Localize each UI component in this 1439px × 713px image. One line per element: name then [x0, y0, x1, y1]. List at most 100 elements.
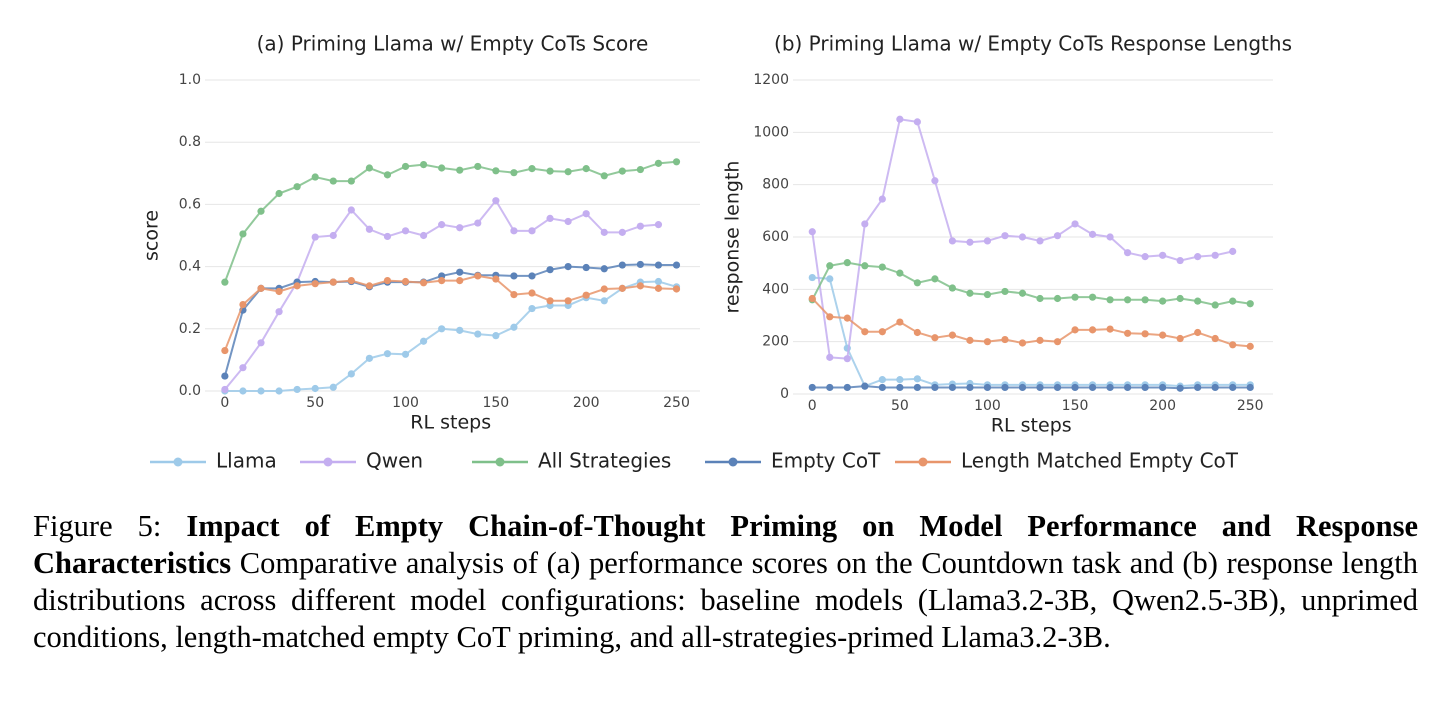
- data-point: [861, 328, 869, 336]
- data-point: [528, 289, 536, 297]
- data-point: [474, 162, 482, 171]
- x-tick-label: 250: [1237, 398, 1264, 414]
- legend-marker: [495, 457, 505, 467]
- data-point: [1229, 383, 1237, 392]
- data-point: [966, 336, 974, 344]
- data-point: [564, 168, 572, 176]
- legend-marker: [323, 457, 333, 467]
- data-point: [896, 318, 904, 326]
- y-tick-label: 0.0: [179, 383, 201, 399]
- data-point: [528, 165, 536, 173]
- data-point: [861, 382, 869, 390]
- data-point: [564, 297, 572, 305]
- data-point: [419, 231, 428, 240]
- data-point: [636, 282, 644, 290]
- data-point: [808, 228, 816, 236]
- data-point: [1088, 326, 1097, 334]
- data-point: [1176, 334, 1184, 343]
- y-tick-label: 1200: [753, 72, 789, 88]
- legend-label: All Strategies: [538, 449, 671, 473]
- legend-marker: [728, 457, 738, 467]
- data-point: [383, 276, 392, 285]
- legend-marker: [173, 457, 183, 467]
- data-point: [878, 376, 886, 384]
- data-point: [913, 118, 921, 126]
- data-point: [383, 171, 392, 179]
- data-point: [913, 375, 921, 383]
- data-point: [618, 167, 626, 175]
- y-axis-label: score: [141, 210, 163, 261]
- y-tick-label: 600: [762, 229, 789, 245]
- data-point: [948, 383, 957, 392]
- series-line: [223, 160, 677, 283]
- x-tick-label: 0: [220, 395, 229, 411]
- data-point: [474, 272, 482, 280]
- data-point: [636, 260, 644, 269]
- data-point: [826, 313, 834, 321]
- data-point: [913, 383, 921, 392]
- data-point: [1088, 293, 1097, 301]
- legend-label: Empty CoT: [771, 449, 881, 473]
- data-point: [913, 328, 921, 337]
- data-point: [401, 227, 410, 235]
- data-point: [456, 326, 464, 334]
- data-point: [948, 237, 957, 245]
- data-point: [1053, 294, 1062, 303]
- data-point: [474, 330, 482, 338]
- x-tick-label: 100: [974, 398, 1001, 414]
- data-point: [257, 284, 265, 292]
- data-point: [878, 263, 886, 271]
- data-point: [1229, 341, 1237, 349]
- y-tick-label: 1000: [753, 124, 789, 140]
- data-point: [1088, 230, 1097, 238]
- data-point: [966, 383, 974, 392]
- data-point: [347, 206, 355, 214]
- x-tick-label: 200: [573, 395, 600, 411]
- data-point: [365, 354, 373, 362]
- data-point: [311, 233, 319, 241]
- data-point: [456, 268, 464, 276]
- y-tick-label: 0.2: [179, 321, 201, 337]
- data-point: [492, 197, 500, 205]
- data-point: [582, 210, 590, 218]
- data-point: [931, 275, 939, 283]
- data-point: [239, 364, 247, 372]
- data-point: [275, 189, 283, 198]
- data-point: [275, 308, 283, 316]
- data-point: [983, 237, 992, 245]
- data-point: [1176, 256, 1184, 265]
- data-point: [546, 214, 554, 222]
- legend-marker: [918, 457, 928, 467]
- data-point: [843, 355, 851, 363]
- series-line: [811, 297, 1251, 348]
- data-point: [654, 159, 663, 167]
- data-point: [654, 261, 663, 269]
- data-point: [546, 167, 554, 175]
- data-point: [456, 166, 464, 174]
- data-point: [1036, 336, 1044, 344]
- data-point: [672, 285, 681, 293]
- data-point: [347, 276, 355, 285]
- data-point: [600, 285, 608, 293]
- data-point: [257, 207, 265, 215]
- data-point: [293, 282, 301, 290]
- data-point: [618, 261, 626, 269]
- legend-label: Llama: [216, 449, 277, 473]
- data-point: [931, 177, 939, 185]
- data-point: [878, 328, 886, 336]
- data-point: [600, 172, 608, 180]
- data-point: [1001, 383, 1009, 392]
- data-point: [808, 294, 816, 303]
- x-axis-label: RL steps: [991, 415, 1072, 437]
- y-tick-label: 200: [762, 334, 789, 350]
- data-point: [1246, 383, 1254, 392]
- data-point: [1211, 251, 1219, 259]
- data-point: [618, 284, 626, 292]
- legend-label: Qwen: [366, 449, 423, 473]
- data-point: [826, 262, 834, 270]
- y-tick-label: 800: [762, 177, 789, 193]
- data-point: [931, 334, 939, 342]
- x-tick-label: 0: [808, 398, 817, 414]
- data-point: [896, 115, 904, 123]
- data-point: [654, 277, 663, 286]
